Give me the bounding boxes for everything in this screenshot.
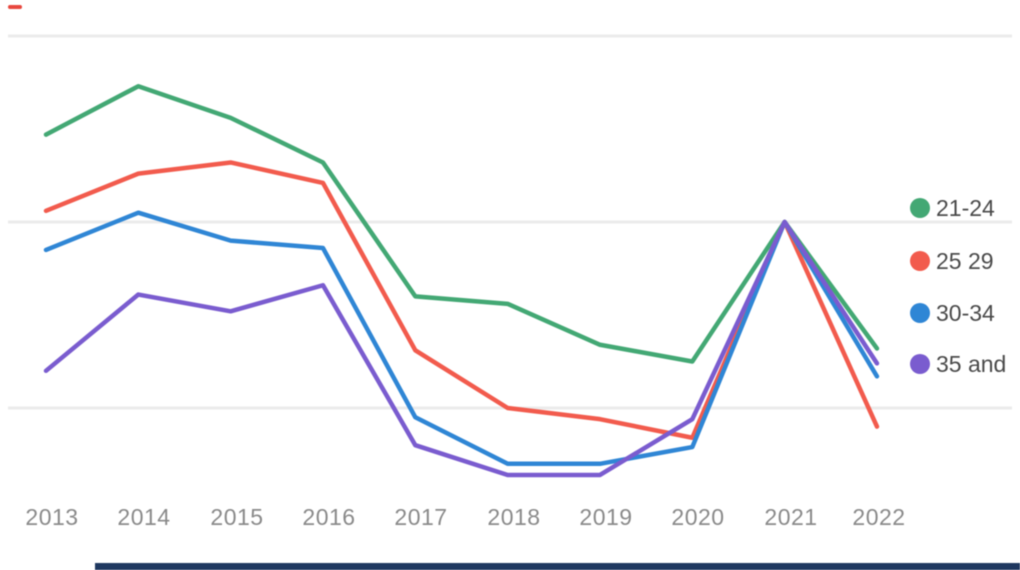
legend-item-25-29[interactable]: 25 29 <box>910 246 994 276</box>
x-axis-label-2021: 2021 <box>764 504 818 530</box>
series-line-21-24 <box>43 83 880 364</box>
x-axis-label-2017: 2017 <box>394 504 448 530</box>
legend-swatch-35-and-icon <box>910 354 930 374</box>
x-axis-label-2013: 2013 <box>25 504 79 530</box>
x-axis-label-2019: 2019 <box>579 504 633 530</box>
legend-swatch-25-29-icon <box>910 251 930 271</box>
legend-item-21-24[interactable]: 21-24 <box>910 193 995 223</box>
x-axis-label-2016: 2016 <box>302 504 356 530</box>
legend-label-30-34: 30-34 <box>936 299 995 326</box>
legend-swatch-21-24-icon <box>910 198 930 218</box>
top-left-red-mark <box>8 5 22 9</box>
legend-item-30-34[interactable]: 30-34 <box>910 298 995 328</box>
legend: 21-24 25 29 30-34 35 and <box>910 0 1020 470</box>
legend-item-35-and[interactable]: 35 and <box>910 349 1006 379</box>
x-axis-label-2020: 2020 <box>671 504 725 530</box>
legend-swatch-30-34-icon <box>910 303 930 323</box>
legend-label-21-24: 21-24 <box>936 194 995 221</box>
x-axis-label-2015: 2015 <box>210 504 264 530</box>
series-line-35-and <box>43 219 880 478</box>
x-axis-label-2014: 2014 <box>117 504 171 530</box>
x-axis-label-2018: 2018 <box>487 504 541 530</box>
series-line-30-34 <box>43 210 880 467</box>
bottom-cropped-bar <box>95 563 1020 570</box>
x-axis-label-2022: 2022 <box>852 504 906 530</box>
legend-label-25-29: 25 29 <box>936 247 994 274</box>
legend-label-35-and: 35 and <box>936 350 1007 377</box>
